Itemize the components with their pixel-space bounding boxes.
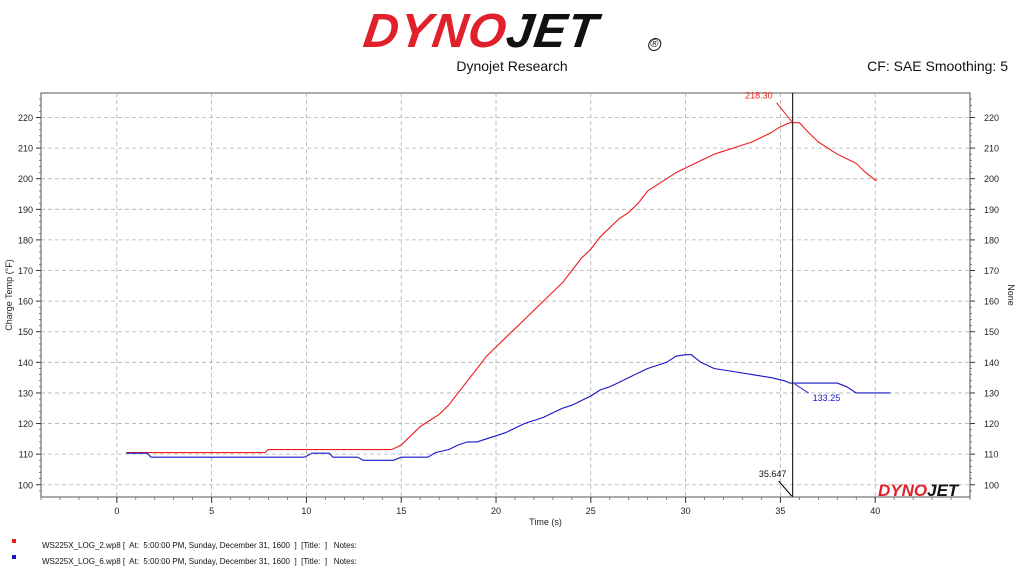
y-tick-label: 180 <box>18 235 33 245</box>
y-tick-label: 110 <box>19 450 33 460</box>
y-tick-label: 130 <box>18 388 33 398</box>
legend-text: WS225X_LOG_2.wp8 [ At: 5:00:00 PM, Sunda… <box>42 541 357 550</box>
y-tick-label: 160 <box>18 297 33 307</box>
x-tick-label: 40 <box>870 506 880 516</box>
y-axis-label-right: None <box>1006 284 1016 306</box>
legend-entry[interactable]: WS225X_LOG_2.wp8 [ At: 5:00:00 PM, Sunda… <box>12 538 357 550</box>
chart-subtitle: Dynojet Research <box>456 58 568 74</box>
annotation-label-blue: 133.25 <box>813 393 841 403</box>
series-line-blue <box>126 354 891 461</box>
cursor-label-pointer <box>778 480 793 497</box>
x-tick-label: 0 <box>114 506 119 516</box>
annotation-pointer-red <box>776 102 793 122</box>
y-tick-label-right: 190 <box>984 205 999 215</box>
legend-text: WS225X_LOG_6.wp8 [ At: 5:00:00 PM, Sunda… <box>42 557 357 566</box>
y-tick-label: 150 <box>18 327 33 337</box>
y-tick-label: 170 <box>18 266 33 276</box>
x-tick-label: 10 <box>301 506 311 516</box>
watermark-text-dyno: DYNO <box>878 481 927 500</box>
plot-frame <box>40 92 971 498</box>
y-tick-label-right: 100 <box>984 480 999 490</box>
x-tick-label: 25 <box>586 506 596 516</box>
y-tick-label-right: 180 <box>984 235 999 245</box>
y-tick-label-right: 160 <box>984 297 999 307</box>
x-tick-label: 20 <box>491 506 501 516</box>
y-tick-label: 210 <box>18 144 33 154</box>
series-line-red <box>126 122 878 454</box>
y-axis-label: Charge Temp (°F) <box>4 259 14 330</box>
y-tick-label-right: 220 <box>984 113 999 123</box>
correction-settings: CF: SAE Smoothing: 5 <box>867 58 1008 74</box>
y-tick-label-right: 130 <box>984 388 999 398</box>
y-tick-label-right: 170 <box>984 266 999 276</box>
y-tick-label: 220 <box>18 113 33 123</box>
legend-swatch-red <box>12 538 16 543</box>
y-tick-label-right: 120 <box>984 419 999 429</box>
legend-entry[interactable]: WS225X_LOG_6.wp8 [ At: 5:00:00 PM, Sunda… <box>12 554 357 566</box>
y-tick-label-right: 210 <box>984 144 999 154</box>
y-tick-label: 140 <box>18 358 33 368</box>
y-tick-label-right: 140 <box>984 358 999 368</box>
y-tick-label-right: 150 <box>984 327 999 337</box>
y-tick-label-right: 110 <box>984 450 998 460</box>
y-tick-label: 120 <box>18 419 33 429</box>
annotation-pointer-blue <box>794 383 809 394</box>
x-tick-label: 35 <box>775 506 785 516</box>
x-tick-label: 15 <box>396 506 406 516</box>
y-tick-label: 190 <box>18 205 33 215</box>
legend-swatch-blue <box>12 554 16 559</box>
x-axis-label: Time (s) <box>529 517 562 527</box>
y-tick-label: 200 <box>18 174 33 184</box>
watermark-text-jet: JET <box>927 481 960 500</box>
cursor-value-label: 35.647 <box>759 469 787 479</box>
y-tick-label: 100 <box>18 480 33 490</box>
watermark-logo: DYNOJET <box>878 481 960 500</box>
y-tick-label-right: 200 <box>984 174 999 184</box>
x-tick-label: 5 <box>209 506 214 516</box>
x-tick-label: 30 <box>681 506 691 516</box>
annotation-label-red: 218.30 <box>745 91 773 101</box>
